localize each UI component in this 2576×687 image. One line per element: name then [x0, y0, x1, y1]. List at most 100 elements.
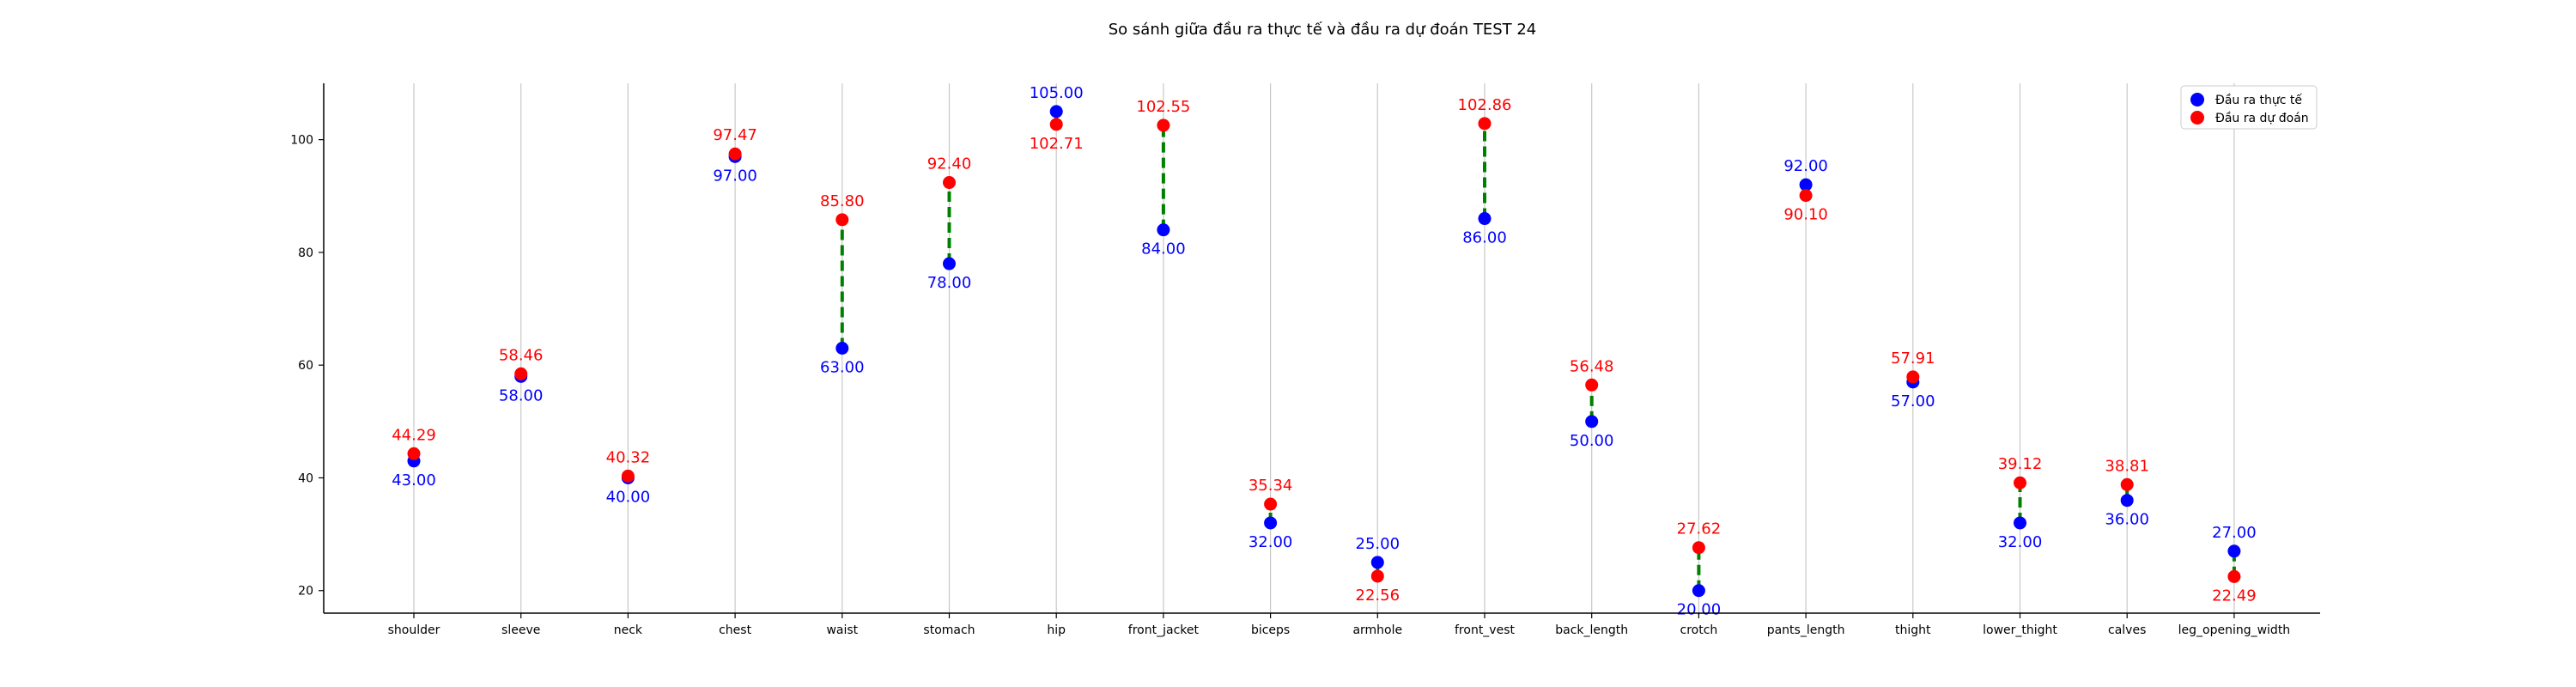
actual-value-label: 92.00	[1783, 157, 1828, 175]
legend-marker-predicted	[2190, 111, 2204, 125]
x-ticks: shoulder sleeve neck chest waist stomach hip fr…	[388, 613, 2291, 637]
legend-marker-actual	[2190, 93, 2204, 106]
predicted-value-label: 90.10	[1783, 206, 1828, 224]
data-labels: 43.00 44.29 58.00 58.46 40.00 40.32 97.00 97.47…	[392, 84, 2256, 619]
predicted-value-label: 38.81	[2105, 457, 2149, 475]
actual-point	[2227, 544, 2241, 558]
actual-value-label: 50.00	[1570, 432, 1614, 450]
x-tick-label: front_jacket	[1128, 623, 1200, 637]
y-tick-label: 100	[290, 134, 313, 148]
actual-value-label: 20.00	[1677, 601, 1722, 619]
x-tick-label: pants_length	[1767, 623, 1845, 637]
actual-value-label: 84.00	[1141, 240, 1186, 258]
predicted-value-label: 57.91	[1891, 350, 1935, 368]
actual-value-label: 57.00	[1891, 392, 1935, 410]
connector-lines	[412, 111, 2236, 591]
predicted-value-label: 22.49	[2212, 587, 2257, 605]
x-tick-label: calves	[2108, 623, 2146, 637]
y-tick-label: 20	[298, 585, 313, 599]
axes	[323, 83, 2320, 614]
actual-point	[1264, 516, 1278, 530]
predicted-value-label: 39.12	[1998, 455, 2043, 473]
x-tick-label: biceps	[1251, 623, 1290, 637]
predicted-value-label: 44.29	[392, 426, 436, 444]
predicted-point	[728, 147, 742, 161]
actual-point	[1478, 212, 1492, 226]
x-tick-label: sleeve	[501, 623, 540, 637]
predicted-value-label: 35.34	[1249, 477, 1293, 495]
actual-point	[2120, 494, 2134, 508]
predicted-value-label: 58.46	[499, 346, 544, 364]
predicted-value-label: 56.48	[1570, 357, 1614, 375]
actual-point	[1157, 223, 1170, 237]
predicted-value-label: 22.56	[1356, 587, 1400, 605]
legend-frame	[2180, 85, 2318, 130]
predicted-point	[1264, 497, 1278, 511]
legend-label-predicted: Đầu ra dự đoán	[2215, 112, 2309, 125]
predicted-point	[943, 176, 956, 190]
predicted-point	[407, 447, 421, 460]
x-tick-label: thight	[1895, 623, 1931, 637]
actual-value-label: 97.00	[713, 167, 757, 185]
predicted-value-label: 27.62	[1677, 520, 1722, 538]
actual-point	[2014, 516, 2026, 530]
actual-value-label: 36.00	[2105, 511, 2149, 529]
actual-value-label: 58.00	[499, 386, 544, 404]
actual-point	[1049, 105, 1063, 119]
predicted-point	[1370, 569, 1384, 583]
predicted-point	[2120, 477, 2134, 491]
actual-value-label: 43.00	[392, 471, 436, 489]
predicted-point	[514, 367, 528, 380]
actual-point	[835, 342, 849, 355]
x-tick-label: neck	[614, 623, 643, 637]
actual-point	[1799, 178, 1813, 192]
x-tick-label: front_vest	[1455, 623, 1515, 637]
predicted-value-label: 102.71	[1030, 135, 1084, 153]
predicted-value-label: 97.47	[713, 126, 757, 144]
predicted-value-label: 102.55	[1136, 98, 1190, 116]
predicted-point	[1585, 378, 1599, 392]
y-tick-label: 60	[298, 359, 313, 373]
x-tick-label: leg_opening_width	[2178, 623, 2291, 637]
data-points	[407, 105, 2241, 598]
predicted-value-label: 92.40	[927, 155, 972, 173]
x-tick-label: back_length	[1555, 623, 1628, 637]
actual-value-label: 32.00	[1998, 533, 2043, 551]
x-tick-label: crotch	[1680, 623, 1718, 637]
predicted-point	[1049, 118, 1063, 131]
y-tick-label: 80	[298, 246, 313, 260]
actual-value-label: 86.00	[1462, 229, 1507, 247]
actual-value-label: 27.00	[2212, 524, 2257, 542]
predicted-value-label: 102.86	[1458, 96, 1512, 114]
legend-label-actual: Đầu ra thực tế	[2215, 93, 2302, 107]
actual-value-label: 40.00	[606, 488, 651, 506]
grid-lines	[413, 83, 2235, 613]
predicted-point	[2014, 476, 2026, 489]
x-tick-label: chest	[719, 623, 751, 637]
x-tick-label: lower_thight	[1983, 623, 2057, 637]
actual-value-label: 32.00	[1249, 533, 1293, 551]
x-tick-label: hip	[1047, 623, 1066, 637]
actual-point	[1585, 415, 1599, 429]
predicted-point	[1799, 189, 1813, 203]
actual-value-label: 78.00	[927, 274, 972, 292]
predicted-point	[1906, 370, 1920, 384]
predicted-value-label: 40.32	[606, 448, 651, 466]
actual-value-label: 63.00	[820, 359, 865, 377]
legend: Đầu ra thực tế Đầu ra dự đoán	[2180, 85, 2318, 130]
predicted-point	[835, 213, 849, 227]
x-tick-label: armhole	[1352, 623, 1402, 637]
actual-value-label: 25.00	[1356, 535, 1400, 553]
actual-point	[1692, 584, 1705, 598]
y-ticks: 20 40 60 80 100	[290, 134, 324, 599]
chart-title: So sánh giữa đầu ra thực tế và đầu ra dự…	[1109, 21, 1537, 39]
actual-value-label: 105.00	[1030, 84, 1084, 102]
actual-point	[943, 257, 956, 271]
predicted-point	[1692, 541, 1705, 555]
predicted-point	[1478, 117, 1492, 131]
y-tick-label: 40	[298, 471, 313, 485]
predicted-point	[621, 469, 635, 483]
predicted-value-label: 85.80	[820, 192, 865, 210]
predicted-point	[2227, 569, 2241, 583]
